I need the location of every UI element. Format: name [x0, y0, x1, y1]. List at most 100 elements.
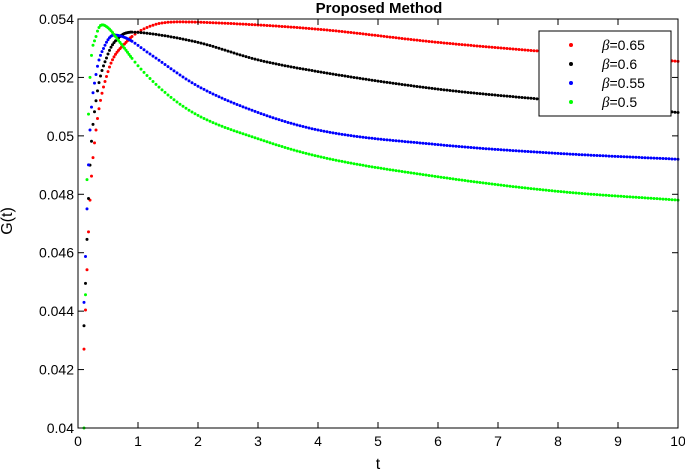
series-0-point — [442, 41, 446, 45]
series-2-point — [94, 73, 98, 77]
series-2-point — [172, 69, 176, 73]
series-2-point — [361, 135, 365, 139]
series-1-point — [220, 47, 224, 51]
series-3-point — [190, 110, 194, 114]
series-2-point — [271, 116, 275, 120]
series-0-point — [403, 37, 407, 41]
series-3-point — [607, 194, 611, 197]
series-3-point — [349, 161, 353, 165]
series-0-point — [421, 39, 425, 43]
series-3-point — [535, 187, 539, 191]
series-3-point — [526, 186, 530, 190]
series-1-point — [373, 79, 377, 83]
series-2-point — [190, 81, 194, 85]
series-0-point — [214, 21, 218, 25]
series-3-point — [271, 142, 275, 146]
series-0-point — [247, 22, 251, 26]
series-0-point — [346, 30, 350, 34]
series-3-point — [418, 172, 422, 176]
series-2-point — [87, 163, 90, 167]
series-3-point — [367, 164, 371, 168]
series-1-point — [316, 70, 320, 74]
series-2-point — [88, 128, 92, 132]
series-2-point — [445, 143, 449, 147]
series-1-point — [87, 196, 90, 200]
series-2-point — [280, 119, 284, 123]
series-0-point — [181, 20, 185, 24]
series-3-point — [376, 166, 380, 170]
series-2-point — [316, 128, 320, 132]
series-1-point — [96, 89, 99, 93]
series-3-point — [298, 150, 302, 154]
series-2-point — [607, 154, 611, 158]
series-3-point — [199, 115, 203, 119]
series-3-point — [586, 192, 590, 196]
series-0-point — [388, 35, 392, 39]
series-1-point — [394, 82, 398, 86]
series-0-point — [514, 47, 518, 51]
series-0-point — [154, 22, 158, 26]
series-0-point — [505, 47, 509, 51]
series-3-point — [130, 56, 134, 60]
series-1-point — [334, 73, 338, 77]
series-1-point — [529, 96, 533, 100]
series-2-point — [262, 113, 266, 117]
series-3-point — [136, 64, 140, 68]
series-0-point — [226, 21, 230, 25]
series-1-point — [229, 50, 233, 54]
series-1-point — [235, 52, 239, 56]
series-3-point — [502, 184, 506, 188]
series-0-point — [370, 33, 374, 37]
series-3-point — [142, 70, 146, 74]
series-1-point — [478, 92, 482, 96]
series-0-point — [343, 30, 347, 34]
series-1-point — [223, 48, 227, 52]
series-3-point — [304, 151, 308, 155]
x-tick-label: 5 — [374, 433, 382, 449]
series-1-point — [151, 32, 155, 36]
series-2-point — [93, 81, 96, 85]
series-3-point — [259, 138, 263, 142]
series-3-point — [232, 129, 236, 133]
series-1-point — [505, 94, 509, 98]
series-2-point — [388, 138, 392, 142]
series-1-point — [295, 66, 299, 70]
series-2-point — [463, 145, 467, 149]
series-3-point — [265, 140, 269, 144]
series-1-point — [184, 38, 188, 42]
series-2-point — [229, 100, 233, 104]
series-1-point — [358, 76, 362, 80]
series-0-point — [433, 40, 437, 44]
series-2-point — [382, 138, 386, 142]
series-0-point — [130, 34, 134, 38]
series-1-point — [496, 93, 500, 97]
series-3-point — [541, 188, 545, 192]
series-1-point — [181, 37, 185, 41]
series-0-point — [223, 21, 227, 25]
series-3-point — [211, 121, 215, 125]
series-1-point — [268, 61, 272, 65]
series-2-point — [133, 41, 137, 45]
series-1-point — [400, 82, 404, 86]
series-2-point — [616, 154, 620, 158]
series-2-point — [247, 107, 251, 111]
series-3-point — [145, 74, 149, 77]
series-0-point — [114, 52, 117, 56]
series-0-point — [97, 107, 101, 111]
series-1-point — [109, 45, 113, 49]
series-2-point — [538, 150, 542, 154]
series-1-point — [430, 86, 434, 90]
series-2-point — [274, 117, 278, 121]
series-1-point — [217, 46, 221, 50]
series-3-point — [505, 184, 509, 188]
series-0-point — [87, 230, 90, 234]
series-2-point — [589, 153, 593, 157]
series-2-point — [298, 124, 302, 128]
series-0-point — [166, 20, 170, 24]
legend-entry: β=0.6 — [601, 56, 637, 73]
series-2-point — [517, 149, 521, 153]
series-2-point — [157, 58, 161, 62]
series-0-point — [187, 20, 191, 24]
series-2-point — [628, 155, 632, 159]
series-3-point — [658, 197, 662, 201]
